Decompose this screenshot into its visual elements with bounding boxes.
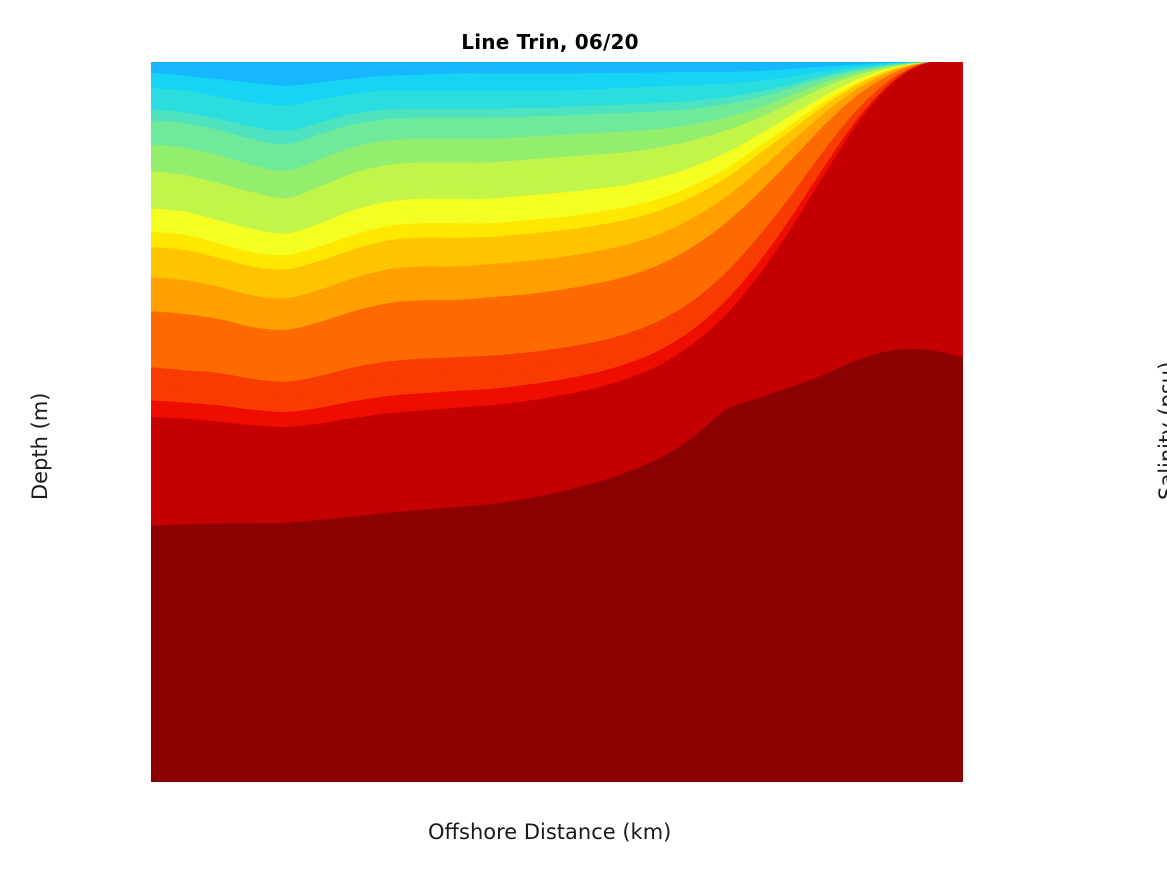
x-axis-title: Offshore Distance (km) bbox=[428, 820, 672, 844]
colorbar-title: Salinity (psu) bbox=[1155, 361, 1167, 500]
y-axis-title: Depth (m) bbox=[28, 392, 52, 500]
page-title: Line Trin, 06/20 bbox=[461, 30, 639, 54]
